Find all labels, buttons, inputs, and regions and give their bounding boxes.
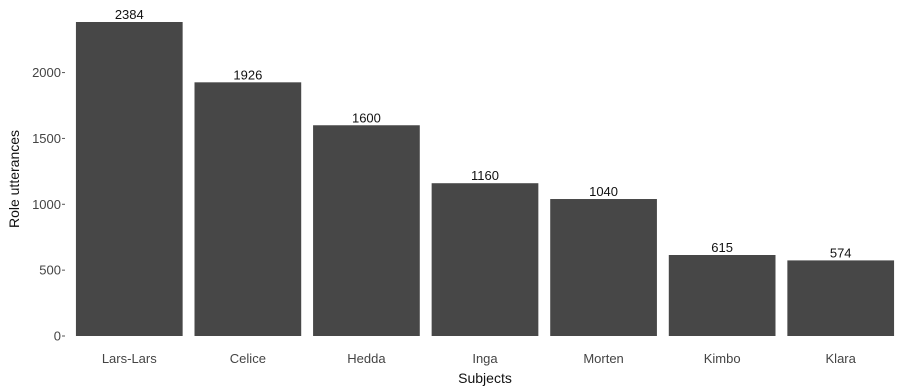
y-tick-label: 1000 — [32, 197, 61, 212]
bar-celice — [194, 82, 302, 336]
bar-morten — [550, 199, 657, 336]
bar-klara — [787, 260, 895, 336]
x-tick-label: Klara — [826, 351, 857, 366]
data-label: 615 — [711, 240, 733, 255]
y-tick-label: 500 — [39, 263, 61, 278]
bars — [75, 22, 895, 336]
y-tick-label: 0 — [54, 329, 61, 344]
bar-lars-lars — [75, 22, 183, 336]
x-tick-label: Lars-Lars — [102, 351, 157, 366]
x-axis-title: Subjects — [458, 370, 512, 386]
x-tick-label: Kimbo — [704, 351, 741, 366]
bar-kimbo — [668, 255, 776, 336]
data-label: 2384 — [115, 7, 144, 22]
x-tick-label: Celice — [230, 351, 266, 366]
data-label: 1040 — [589, 184, 618, 199]
y-axis: 0 500 1000 1500 2000 — [32, 65, 65, 344]
bar-inga — [431, 183, 539, 336]
x-tick-label: Inga — [472, 351, 498, 366]
data-label: 1160 — [471, 168, 499, 183]
x-axis: Lars-Lars Celice Hedda Inga Morten Kimbo Klara — [102, 351, 857, 366]
y-axis-title: Role utterances — [6, 130, 22, 228]
bar-hedda — [313, 125, 420, 336]
data-label: 1926 — [233, 67, 262, 82]
y-tick-label: 1500 — [32, 131, 61, 146]
x-tick-label: Morten — [583, 351, 623, 366]
x-tick-label: Hedda — [347, 351, 386, 366]
data-labels: 2384 1926 1600 1160 1040 615 574 — [115, 7, 852, 260]
data-label: 574 — [830, 245, 852, 260]
y-tick-label: 2000 — [32, 65, 61, 80]
data-label: 1600 — [352, 110, 381, 125]
